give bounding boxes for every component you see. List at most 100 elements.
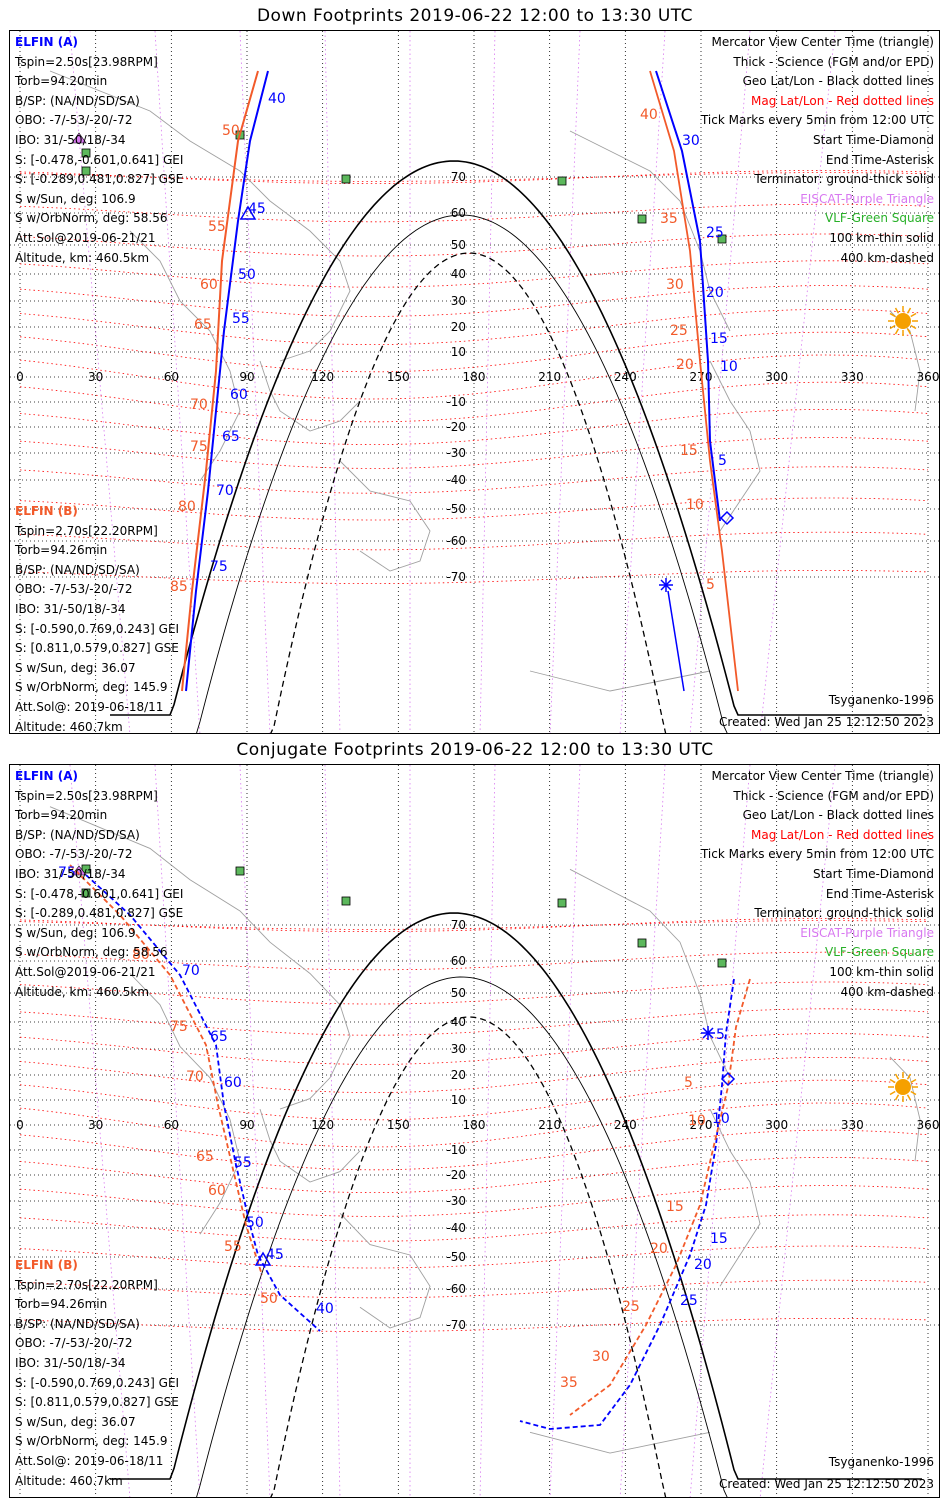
elfin-b-tick-label: 70	[186, 1069, 204, 1085]
elfin-a-tick-label: 70	[182, 963, 200, 979]
track-labels: 40 45 50 55 60 65 70 75 30 25 20 15 10 5 50 55 60 65 70 75 8…	[170, 91, 738, 595]
lon-tick-label: 60	[164, 370, 179, 384]
elfin-b-tick-label: 75	[190, 439, 208, 455]
elfin-a-tick-label: 60	[230, 387, 248, 403]
elfin-a-tick-label: 50	[238, 267, 256, 283]
mag-meridian	[154, 765, 201, 1497]
lat-tick-label: -30	[446, 446, 466, 460]
mag-parallel	[19, 408, 929, 446]
elfin-a-track	[519, 978, 735, 1430]
mag-meridian	[549, 31, 581, 733]
elfin-b-line: S: [-0.590,0.769,0.243] GEI	[15, 621, 180, 636]
elfin-a-line: Tspin=2.50s[23.98RPM]	[15, 54, 158, 69]
elfin-a-tick-label: 40	[268, 91, 286, 107]
lon-tick-label: 150	[387, 370, 410, 384]
elfin-b-line: Tspin=2.70s[22.20RPM]	[15, 1277, 158, 1292]
lon-tick-label: 30	[88, 370, 103, 384]
terminator-400km	[270, 1016, 667, 1497]
vlf-square	[81, 888, 91, 898]
elfin-a-tick-label: 55	[232, 311, 250, 327]
tracks	[181, 70, 739, 692]
elfin-a-line: Tspin=2.50s[23.98RPM]	[15, 788, 158, 803]
vlf-square	[637, 938, 647, 948]
legend: Mercator View Center Time (triangle) Thi…	[701, 33, 934, 268]
elfin-a-tick-label: 10	[720, 359, 738, 375]
lon-tick-label: 30	[88, 1118, 103, 1132]
lat-tick-label: -70	[446, 570, 466, 584]
legend-item: Mag Lat/Lon - Red dotted lines	[750, 93, 934, 108]
sun-ray	[910, 324, 917, 330]
lon-tick-label: 180	[463, 1118, 486, 1132]
sun-disc	[895, 313, 911, 329]
legend-item: Mercator View Center Time (triangle)	[711, 769, 934, 783]
coastlines	[49, 806, 921, 1454]
map-canvas: 0 30 60 90 120 150 180 210 240 270 300 330 360706050…	[10, 31, 939, 733]
terminator	[110, 160, 922, 733]
elfin-b-line: Torb=94.26min	[15, 543, 108, 558]
elfin-b-line: S: [0.811,0.579,0.827] GSE	[15, 1395, 179, 1410]
elfin-b-track	[569, 978, 751, 1416]
mag-meridian	[689, 765, 751, 1497]
elfin-b-tick-label: 25	[670, 323, 688, 339]
coastline	[529, 670, 711, 692]
vlf-square	[81, 148, 91, 158]
vlf-square	[341, 896, 351, 906]
elfin-a-track	[667, 590, 685, 692]
sun-ray	[889, 324, 896, 330]
track-labels: 7570656055504540510152025807570656055505…	[58, 865, 730, 1391]
elfin-a-line: Torb=94.20min	[15, 808, 108, 823]
down-footprints-panel: Down Footprints 2019-06-22 12:00 to 13:3…	[0, 0, 950, 740]
legend-item: Geo Lat/Lon - Black dotted lines	[742, 74, 934, 89]
elfin-a-line: S: [-0.289,0.481,0.827] GSE	[15, 906, 184, 921]
lon-tick-label: 210	[538, 1118, 561, 1132]
coastline	[889, 1056, 921, 1162]
lat-tick-label: 50	[451, 986, 466, 1000]
mag-parallel	[19, 570, 929, 584]
coastline	[529, 1431, 711, 1454]
elfin-b-tick-label: 15	[666, 1199, 684, 1215]
elfin-b-tick-label: 5	[706, 577, 715, 593]
eiscat-triangle	[71, 132, 87, 144]
elfin-b-line: IBO: 31/-50/18/-34	[15, 1355, 126, 1370]
mag-parallel	[19, 437, 929, 469]
lon-tick-label: 300	[765, 370, 788, 384]
coastline	[339, 1212, 431, 1329]
panel-title: Conjugate Footprints 2019-06-22 12:00 to…	[236, 740, 714, 760]
start-diamond	[720, 1071, 736, 1087]
lon-tick-label: 360	[917, 1118, 940, 1132]
elfin-a-tick-label: 15	[710, 1231, 728, 1247]
legend-item: Thick - Science (FGM and/or EPD)	[733, 788, 934, 803]
mag-meridian	[69, 765, 131, 1497]
sun-icon	[888, 306, 918, 336]
elfin-b-tick-label: 40	[640, 107, 658, 123]
created-label: Created: Wed Jan 25 12:12:50 2023	[719, 715, 934, 729]
elfin-a-header: ELFIN (A)	[15, 769, 78, 783]
elfin-b-tick-label: 20	[676, 357, 694, 373]
legend-item: End Time-Asterisk	[825, 152, 934, 167]
elfin-b-tick-label: 55	[224, 1239, 242, 1255]
lat-tick-label: -70	[446, 1318, 466, 1332]
mag-parallel	[19, 981, 929, 1005]
elfin-a-line: B/SP: (NA/ND/SD/SA)	[15, 827, 140, 842]
sun-ray	[910, 312, 917, 318]
elfin-b-tick-label: 65	[196, 1149, 214, 1165]
model-label: Tsyganenko-1996	[828, 693, 934, 707]
vlf-square	[341, 174, 351, 184]
lat-tick-label: 10	[451, 345, 466, 359]
elfin-a-tick-label: 25	[706, 225, 724, 241]
elfin-a-track	[185, 70, 269, 692]
mag-parallel	[19, 331, 929, 373]
coastline	[259, 1108, 361, 1183]
elfin-b-tick-label: 30	[592, 1349, 610, 1365]
end-asterisk	[701, 1026, 715, 1040]
lat-tick-label: 40	[451, 1015, 466, 1029]
coastline	[259, 360, 361, 432]
eiscat-triangle	[71, 865, 87, 876]
legend-item: Terminator: ground-thick solid	[754, 906, 934, 921]
geo-grid	[10, 31, 939, 733]
lon-tick-label: 240	[614, 370, 637, 384]
elfin-a-tick-label: 65	[222, 429, 240, 445]
elfin-b-tick-label: 85	[170, 579, 188, 595]
elfin-b-tick-label: 50	[260, 1291, 278, 1307]
lon-tick-label: 180	[463, 370, 486, 384]
